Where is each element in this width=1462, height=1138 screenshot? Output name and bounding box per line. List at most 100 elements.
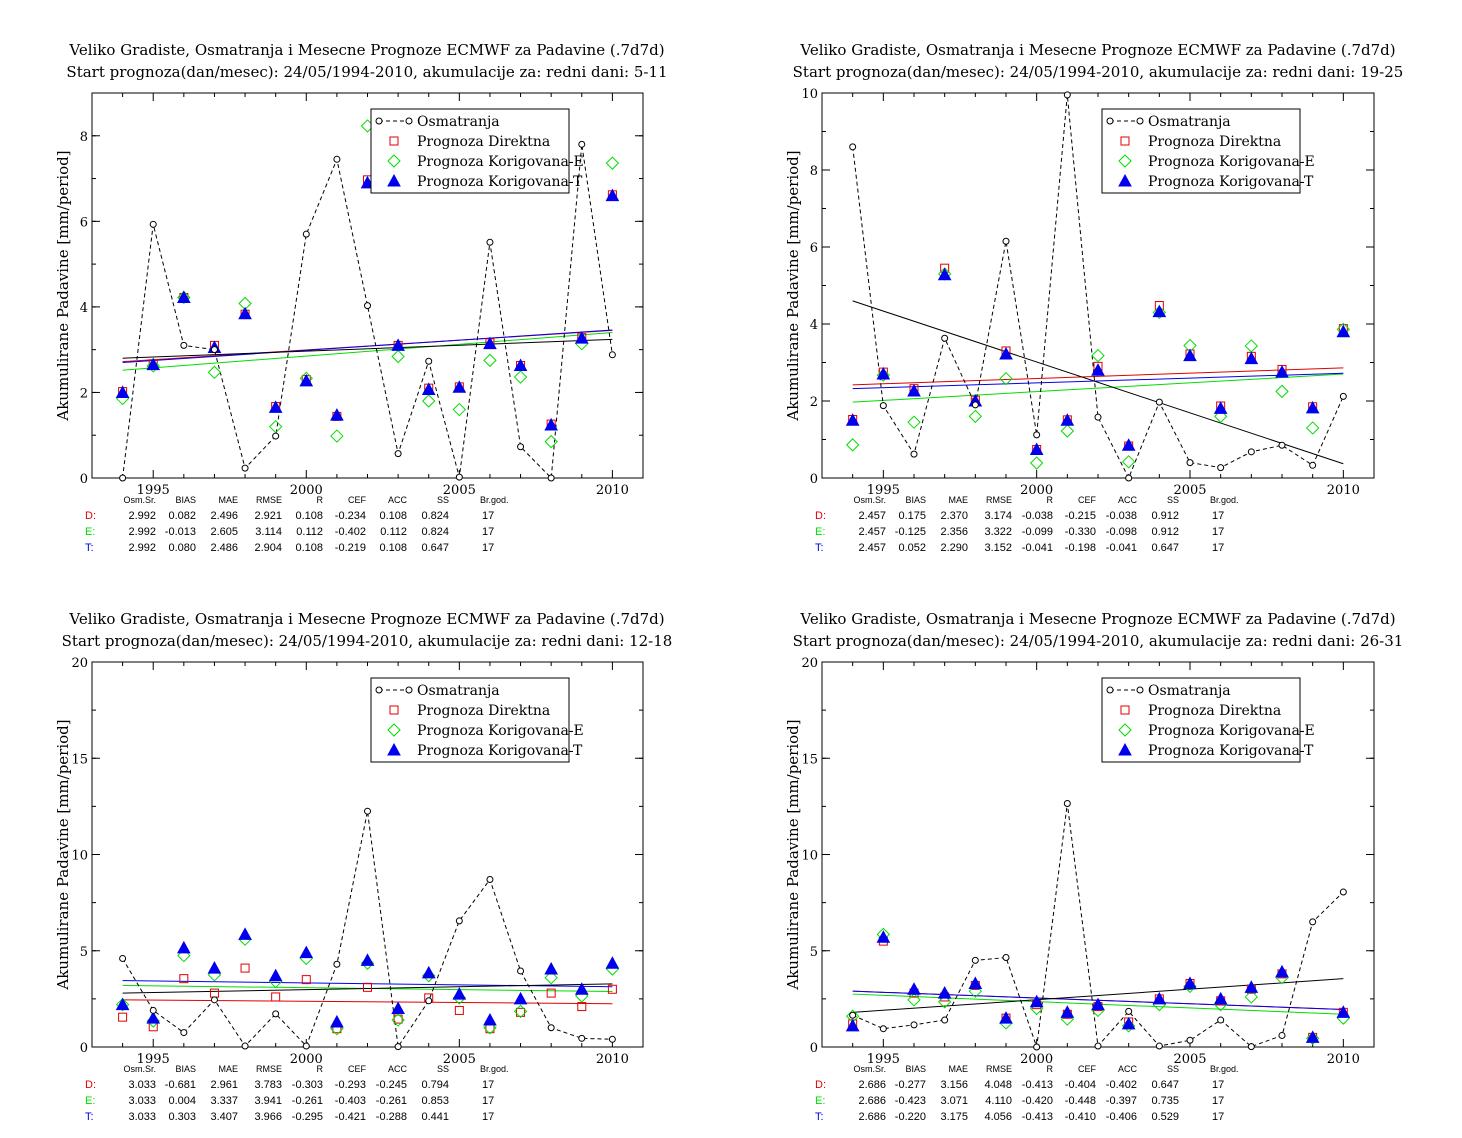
stats-cell: -0.330	[1065, 526, 1096, 538]
stats-cell: 2.992	[128, 510, 156, 522]
stats-cell: -0.397	[1106, 1095, 1137, 1107]
legend-marker-korigovana-t	[1118, 742, 1132, 756]
stats-table: Osm.Sr. BIAS MAE RMSE R CEF ACC SS Br.god. D: 2.45…	[815, 495, 1239, 554]
point-korigovana-t	[1213, 401, 1228, 414]
stats-cell: -0.293	[335, 1079, 366, 1091]
stats-cell: 17	[482, 1079, 494, 1091]
point-korigovana-e	[513, 1004, 528, 1019]
point-korigovana-t	[268, 968, 283, 982]
stats-cell: 0.112	[296, 526, 323, 538]
point-osmatranja	[971, 956, 979, 964]
point-korigovana-e	[544, 970, 558, 985]
point-korigovana-t	[1121, 1016, 1136, 1030]
chart-panel-1: Veliko Gradiste, Osmatranja i Mesecne Pr…	[54, 41, 668, 554]
stats-cell: 0.735	[1151, 1095, 1179, 1107]
point-korigovana-t	[907, 383, 921, 397]
point-korigovana-e	[1305, 421, 1320, 435]
point-korigovana-e	[1091, 348, 1105, 363]
point-osmatranja	[210, 346, 218, 354]
x-tick-label: 2000	[1020, 1052, 1053, 1067]
legend-label: Prognoza Korigovana-T	[417, 174, 583, 190]
stats-cell: 0.080	[168, 542, 196, 554]
stats-cell: 0.108	[379, 542, 407, 554]
x-tick-label: 2005	[443, 483, 476, 498]
point-korigovana-t	[1091, 363, 1105, 376]
stats-cell: 2.290	[940, 542, 968, 554]
chart-panel-2: Veliko Gradiste, Osmatranja i Mesecne Pr…	[784, 41, 1403, 554]
point-direktna	[363, 982, 372, 992]
point-direktna	[516, 1007, 526, 1017]
y-axis-label: Akumulirane Padavine [mm/period]	[784, 719, 802, 990]
point-osmatranja	[119, 474, 127, 482]
stats-header-cell: RMSE	[986, 1064, 1012, 1074]
point-osmatranja	[608, 351, 616, 359]
point-direktna	[118, 1012, 128, 1022]
point-osmatranja	[1094, 413, 1102, 421]
stats-cell: 17	[1212, 526, 1224, 538]
stats-cell: 17	[1212, 1079, 1224, 1091]
point-osmatranja	[333, 155, 341, 163]
legend: Osmatranja Prognoza Direktna Prognoza Kori…	[370, 677, 584, 763]
legend-marker-direktna	[1120, 705, 1130, 715]
stats-header-cell: Br.god.	[480, 495, 509, 505]
y-tick-label: 6	[810, 241, 818, 256]
stats-cell: 2.370	[940, 510, 968, 522]
stats-cell: 0.647	[1151, 542, 1179, 554]
stats-row-label: E:	[815, 1095, 825, 1107]
y-tick-label: 20	[71, 656, 88, 671]
stats-cell: -0.403	[335, 1095, 366, 1107]
legend-label: Prognoza Direktna	[417, 703, 550, 719]
stats-cell: 2.992	[128, 542, 156, 554]
point-korigovana-e	[845, 438, 860, 452]
point-direktna	[454, 1005, 464, 1015]
point-osmatranja	[180, 1029, 188, 1037]
chart-title: Veliko Gradiste, Osmatranja i Mesecne Pr…	[799, 41, 1395, 59]
stats-cell: -0.410	[1065, 1111, 1096, 1123]
point-osmatranja	[910, 450, 918, 458]
point-korigovana-t	[1275, 964, 1289, 978]
x-tick-label: 2005	[1173, 1052, 1206, 1067]
y-tick-label: 2	[810, 395, 818, 410]
stats-cell: -0.220	[895, 1111, 926, 1123]
stats-cell: 0.529	[1151, 1111, 1179, 1123]
legend-marker-osmatranja	[1106, 117, 1114, 125]
stats-cell: 2.686	[858, 1079, 886, 1091]
stats-cell: -0.681	[165, 1079, 196, 1091]
y-tick-label: 10	[801, 87, 818, 102]
x-tick-label: 2010	[596, 483, 629, 498]
point-osmatranja	[971, 401, 979, 409]
series-line-osmatranja	[122, 144, 613, 480]
point-direktna	[179, 974, 189, 984]
point-korigovana-e	[968, 409, 983, 424]
y-tick-label: 0	[80, 472, 88, 487]
point-korigovana-t	[876, 930, 891, 943]
stats-cell: 17	[482, 1095, 494, 1107]
legend-box	[370, 677, 570, 763]
point-korigovana-e	[876, 368, 891, 382]
point-korigovana-e	[1275, 384, 1289, 399]
point-korigovana-t	[999, 1011, 1013, 1024]
point-korigovana-t	[1336, 1005, 1351, 1018]
stats-cell: 0.112	[380, 526, 407, 538]
legend-label: Prognoza Korigovana-E	[1148, 723, 1315, 739]
stats-cell: -0.041	[1022, 542, 1053, 554]
point-osmatranja	[241, 464, 249, 472]
point-korigovana-t	[1060, 413, 1075, 426]
stats-header-cell: R	[1047, 495, 1054, 505]
point-osmatranja	[394, 1043, 402, 1051]
point-osmatranja	[849, 1011, 857, 1019]
point-osmatranja	[849, 143, 857, 151]
stats-cell: 2.486	[210, 542, 238, 554]
stats-cell: -0.234	[335, 510, 366, 522]
stats-cell: 0.794	[421, 1079, 449, 1091]
point-korigovana-t	[845, 1018, 860, 1032]
stats-header-cell: R	[317, 1064, 324, 1074]
stats-header-cell: RMSE	[986, 495, 1012, 505]
point-korigovana-e	[115, 997, 130, 1012]
point-osmatranja	[455, 473, 463, 481]
stats-row-label: T:	[815, 1111, 824, 1123]
stats-row-label: T:	[85, 542, 94, 554]
point-osmatranja	[364, 302, 371, 310]
legend-marker-osmatranja	[375, 117, 383, 125]
stats-header-cell: R	[317, 495, 324, 505]
